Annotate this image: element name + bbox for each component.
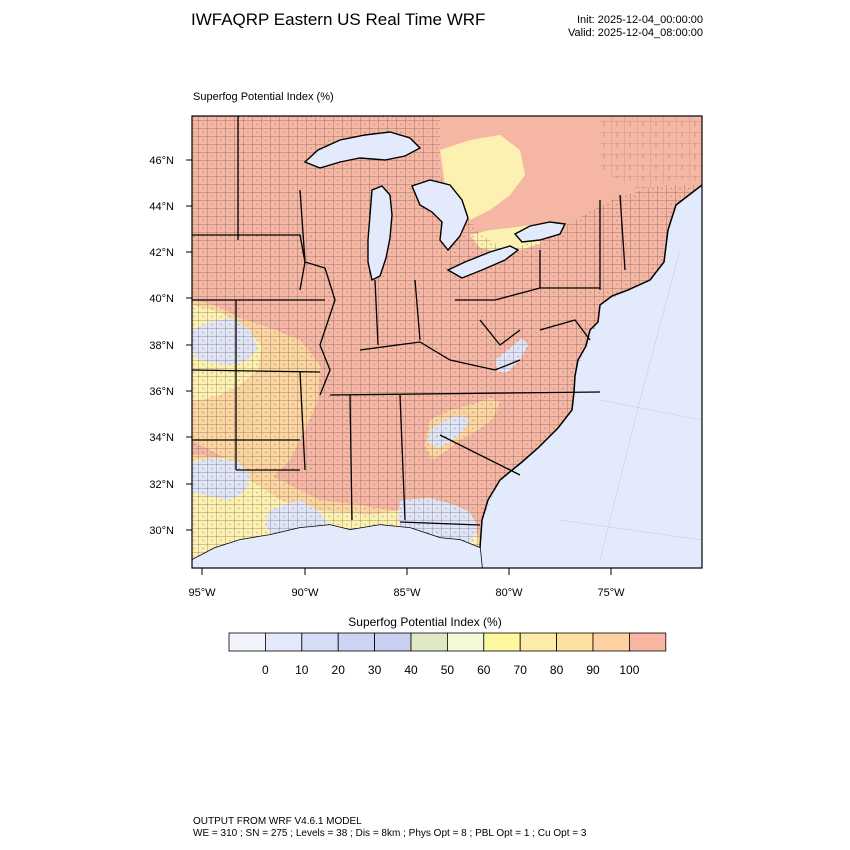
legend-ticks: 0 10 20 30 40 50 60 70 80 90 100 bbox=[262, 663, 640, 677]
map-area bbox=[192, 116, 702, 568]
gulf-water bbox=[192, 525, 482, 568]
legend-swatch bbox=[264, 632, 303, 652]
lake-huron bbox=[411, 179, 469, 252]
coastline bbox=[479, 184, 702, 568]
lat-label-40: 40°N bbox=[149, 293, 174, 305]
lon-label-90: 90°W bbox=[291, 587, 319, 599]
valid-time: Valid: 2025-12-04_08:00:00 bbox=[568, 27, 703, 39]
lake-superior bbox=[303, 131, 422, 169]
legend-tick-label: 40 bbox=[404, 663, 418, 677]
lat-label-32: 32°N bbox=[149, 479, 174, 491]
legend-swatch bbox=[228, 632, 266, 652]
legend-tick-label: 90 bbox=[586, 663, 600, 677]
legend-swatch bbox=[556, 632, 594, 652]
footer-config: WE = 310 ; SN = 275 ; Levels = 38 ; Dis … bbox=[193, 828, 587, 839]
legend-tick-label: 60 bbox=[477, 663, 491, 677]
lon-label-75: 75°W bbox=[597, 587, 625, 599]
map-subtitle: Superfog Potential Index (%) bbox=[193, 91, 334, 103]
legend-tick-label: 70 bbox=[514, 663, 528, 677]
state-boundaries bbox=[192, 116, 626, 526]
legend-tick-label: 50 bbox=[441, 663, 455, 677]
lon-label-80: 80°W bbox=[495, 587, 523, 599]
legend-colorbar bbox=[228, 632, 667, 652]
legend-tick-label: 80 bbox=[550, 663, 564, 677]
graticule bbox=[559, 249, 702, 561]
init-time: Init: 2025-12-04_00:00:00 bbox=[577, 14, 703, 26]
lake-ontario bbox=[513, 221, 567, 243]
legend-swatch bbox=[519, 632, 558, 652]
lat-label-30: 30°N bbox=[149, 525, 174, 537]
legend-swatch bbox=[446, 632, 485, 652]
lat-label-36: 36°N bbox=[149, 386, 174, 398]
legend-title: Superfog Potential Index (%) bbox=[348, 615, 502, 629]
lat-label-38: 38°N bbox=[149, 340, 174, 352]
legend-swatch bbox=[629, 632, 667, 652]
legend-swatch bbox=[374, 632, 412, 652]
county-lines bbox=[192, 116, 702, 568]
main-title: IWFAQRP Eastern US Real Time WRF bbox=[191, 10, 486, 29]
legend-tick-label: 10 bbox=[295, 663, 309, 677]
legend-swatch bbox=[483, 632, 521, 652]
lon-label-85: 85°W bbox=[393, 587, 421, 599]
lon-axis: 95°W 90°W 85°W 80°W 75°W bbox=[188, 568, 625, 599]
legend-tick-label: 30 bbox=[368, 663, 382, 677]
canada-lines bbox=[600, 116, 702, 190]
legend-tick-label: 20 bbox=[332, 663, 346, 677]
lat-label-42: 42°N bbox=[149, 247, 174, 259]
legend-tick-label: 0 bbox=[262, 663, 269, 677]
lat-label-44: 44°N bbox=[149, 201, 174, 213]
legend-swatch bbox=[337, 632, 376, 652]
lon-label-95: 95°W bbox=[188, 587, 216, 599]
legend-tick-label: 100 bbox=[619, 663, 639, 677]
lake-erie bbox=[446, 245, 520, 279]
legend-swatch bbox=[301, 632, 339, 652]
lake-michigan bbox=[367, 185, 393, 282]
legend-swatch bbox=[410, 632, 448, 652]
lat-label-34: 34°N bbox=[149, 432, 174, 444]
legend-swatch bbox=[592, 632, 630, 652]
map-frame bbox=[191, 115, 703, 569]
lat-axis: 46°N 44°N 42°N 40°N 38°N 36°N 34°N 32°N … bbox=[149, 155, 192, 537]
lat-label-46: 46°N bbox=[149, 155, 174, 167]
footer-model: OUTPUT FROM WRF V4.6.1 MODEL bbox=[193, 816, 362, 827]
